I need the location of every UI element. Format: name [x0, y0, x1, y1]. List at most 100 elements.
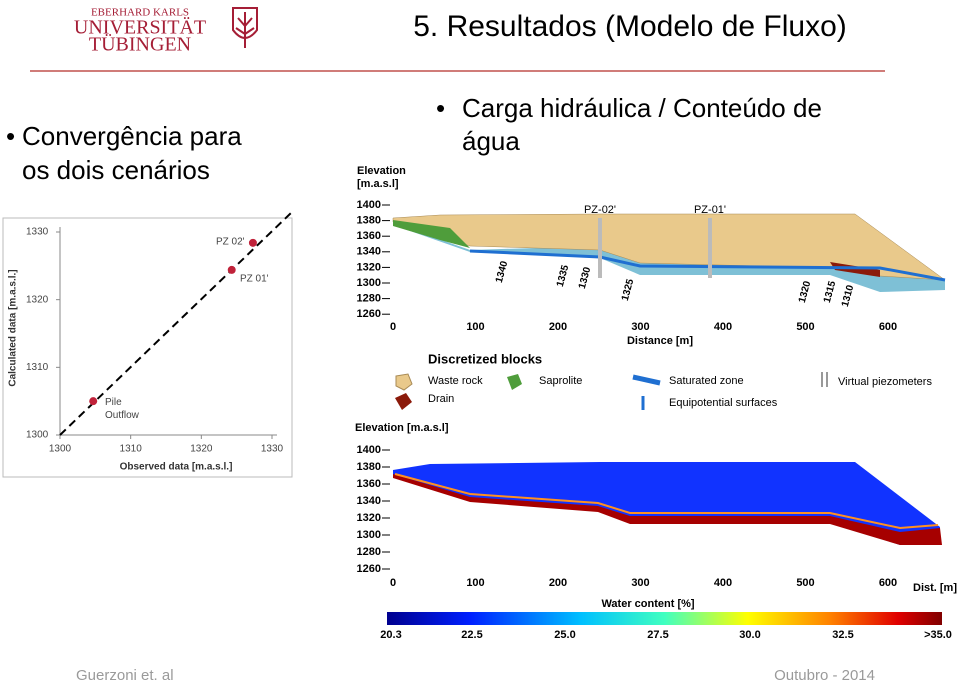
contour-label: 1315	[822, 279, 838, 304]
y-tick-label: 1340	[357, 495, 381, 507]
x-tick-label: 500	[796, 577, 814, 589]
legend-swatch	[821, 372, 823, 387]
legend-label: Equipotential surfaces	[669, 397, 778, 409]
chart-frame	[2, 217, 293, 478]
x-tick-label: 600	[879, 577, 897, 589]
logo: EBERHARD KARLS UNIVERSITÄT TÜBINGEN	[74, 7, 258, 56]
y-tick-label: 1300	[357, 529, 381, 541]
y-tick-label: 1260	[357, 308, 381, 320]
colorbar-tick-label: >35.0	[924, 629, 952, 641]
footer-date: Outubro - 2014	[774, 667, 875, 684]
y-tick-label: 1320	[26, 294, 49, 305]
x-tick-label: 100	[466, 577, 484, 589]
axes: 1400 1380 1360 1340 1320 1300 1280 1260 0 100 200 3…	[357, 444, 952, 641]
y-tick-label: 1280	[357, 293, 381, 305]
piezometer	[708, 218, 712, 278]
y-tick-label: 1340	[357, 246, 381, 258]
contour-label: 1335	[555, 263, 571, 288]
axis-title: Elevation	[357, 165, 406, 177]
y-tick-label: 1330	[26, 227, 49, 238]
legend-label: Saprolite	[539, 375, 582, 387]
contour-label: 1330	[577, 265, 593, 290]
piezometer-label: PZ-02'	[584, 204, 616, 216]
y-tick-label: 1400	[357, 444, 381, 456]
bullet-dot: •	[6, 121, 15, 151]
drain	[830, 262, 880, 277]
bullet-text: água	[462, 126, 520, 156]
y-tick-label: 1320	[357, 261, 381, 273]
colorbar-tick-label: 27.5	[647, 629, 668, 641]
legend-swatch	[826, 372, 828, 387]
y-tick-label: 1300	[26, 430, 49, 441]
legend-swatch	[507, 374, 522, 390]
x-tick-label: 200	[549, 577, 567, 589]
y-tick-label: 1360	[357, 478, 381, 490]
x-tick-label: 200	[549, 321, 567, 333]
saprolite	[393, 220, 470, 248]
y-tick-label: 1310	[26, 362, 49, 373]
bullet-dot: •	[436, 93, 445, 123]
x-tick-label: 300	[631, 577, 649, 589]
axis-title: Dist. [m]	[913, 582, 957, 594]
x-tick-label: 600	[879, 321, 897, 333]
legend-swatch	[395, 393, 412, 410]
legend-swatch	[632, 374, 661, 386]
x-tick-label: 1330	[261, 444, 284, 455]
contour-label: 1340	[494, 259, 510, 284]
water-table	[469, 249, 946, 282]
x-tick-label: 300	[631, 321, 649, 333]
footer-author: Guerzoni et. al	[76, 667, 174, 684]
colorbar-tick-label: 22.5	[461, 629, 482, 641]
y-tick-label: 1360	[357, 230, 381, 242]
identity-line	[59, 211, 293, 436]
bullet-text: os dois cenários	[22, 155, 210, 185]
water-content-front	[394, 473, 939, 530]
colorbar	[387, 612, 942, 625]
y-tick-label: 1400	[357, 199, 381, 211]
point-label: Pile Outflow	[105, 397, 139, 421]
axis-title: Distance [m]	[627, 335, 693, 347]
x-tick-label: 500	[796, 321, 814, 333]
x-tick-label: 400	[714, 577, 732, 589]
x-tick-label: 1300	[49, 444, 72, 455]
axis-title: Elevation [m.a.s.l]	[355, 422, 449, 434]
axis-title: [m.a.s.l]	[357, 178, 399, 190]
y-tick-label: 1320	[357, 512, 381, 524]
x-tick-label: 100	[466, 321, 484, 333]
block-model: Elevation [m.a.s.l] PZ-02' PZ-01' Distan…	[357, 165, 946, 410]
y-tick-label: 1380	[357, 215, 381, 227]
logo-text: EBERHARD KARLS	[91, 7, 189, 19]
legend-label: Virtual piezometers	[838, 376, 932, 388]
legend-title: Discretized blocks	[428, 351, 542, 366]
colorbar-tick-label: 25.0	[554, 629, 575, 641]
legend-swatch	[395, 373, 413, 391]
point-label: PZ 02'	[216, 237, 245, 248]
y-tick-label: 1380	[357, 461, 381, 473]
x-tick-label: 0	[390, 577, 396, 589]
colorbar-tick-label: 20.3	[380, 629, 401, 641]
data-point	[248, 238, 257, 247]
contour-label: 1320	[797, 279, 813, 304]
water-content-wet	[393, 474, 942, 545]
piezometer-label: PZ-01'	[694, 204, 726, 216]
y-axis-title: Calculated data [m.a.s.l.]	[8, 269, 19, 386]
bullet-text: Carga hidráulica / Conteúdo de	[462, 93, 822, 123]
y-tick-label: 1260	[357, 563, 381, 575]
y-tick-label: 1280	[357, 546, 381, 558]
slide-title: 5. Resultados (Modelo de Fluxo)	[413, 10, 847, 43]
contour-label: 1325	[620, 277, 636, 302]
data-point	[89, 397, 98, 406]
logo-text: TÜBINGEN	[89, 33, 191, 56]
contour-label: 1310	[840, 283, 856, 308]
bullet-text: Convergência para	[22, 121, 242, 151]
y-tick-label: 1300	[357, 277, 381, 289]
legend-label: Saturated zone	[669, 375, 744, 387]
x-tick-label: 0	[390, 321, 396, 333]
water-model: Elevation [m.a.s.l] Dist. [m] Water cont…	[355, 422, 957, 641]
point-label: PZ 01'	[240, 274, 269, 285]
x-tick-label: 1310	[120, 444, 143, 455]
water-content-field	[393, 462, 940, 545]
colorbar-tick-label: 30.0	[739, 629, 760, 641]
